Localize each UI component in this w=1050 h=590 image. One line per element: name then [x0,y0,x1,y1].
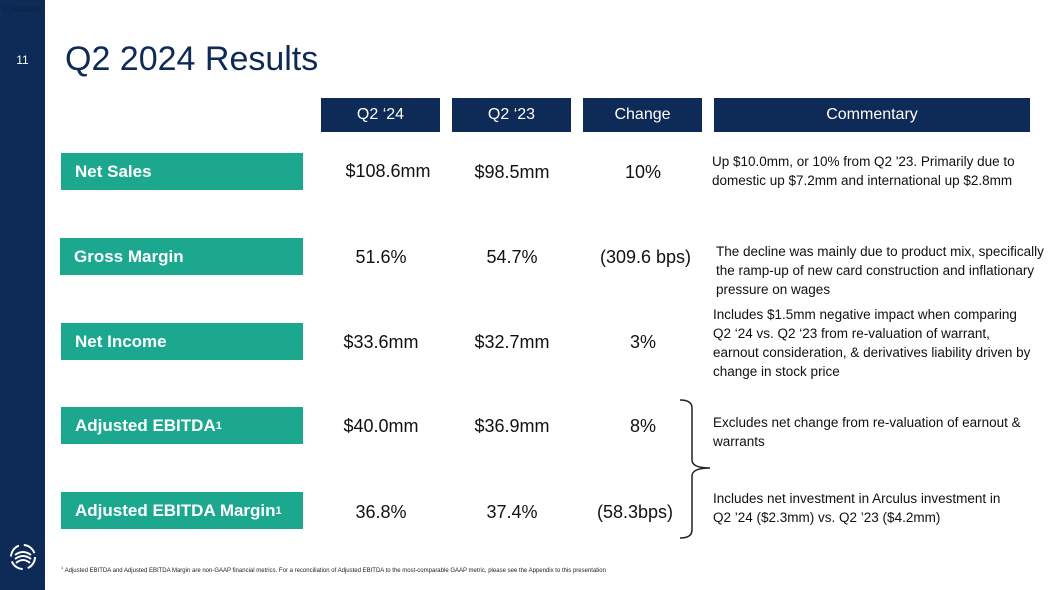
adj-ebitda-q2-23: $36.9mm [474,416,550,436]
sidebar: 0.5474336 11 [0,0,45,590]
footnote: 1 Adjusted EBITDA and Adjusted EBITDA Ma… [61,565,606,574]
page-title: Q2 2024 Results [65,40,319,78]
gross-margin-change: (309.6 bps) [599,247,692,267]
gross-margin-q2-24: 51.6% [355,247,407,267]
row-label-adjusted-ebitda-margin: Adjusted EBITDA Margin 1 [61,492,303,529]
corner-code: 0.5474336 [3,5,41,14]
gross-margin-q2-23: 54.7% [486,247,538,267]
page-number: 11 [16,53,29,67]
label-text: Adjusted EBITDA [75,415,216,435]
net-income-change: 3% [629,332,656,352]
header-q2-24: Q2 ‘24 [321,98,440,132]
row-label-gross-margin: Gross Margin [60,238,303,275]
header-commentary: Commentary [714,98,1030,132]
adj-ebitda-margin-q2-23: 37.4% [486,502,538,522]
footnote-marker: 1 [275,504,282,517]
adj-ebitda-commentary: Excludes net change from re-valuation of… [713,415,1021,449]
label-text: Adjusted EBITDA Margin [75,500,276,520]
net-sales-q2-23: $98.5mm [474,162,550,182]
row-label-adjusted-ebitda: Adjusted EBITDA 1 [61,407,303,444]
footnote-marker: 1 [215,419,222,432]
adj-ebitda-change: 8% [629,416,656,436]
label-text: Net Income [75,331,167,351]
label-text: Gross Margin [74,246,184,266]
gross-margin-commentary: The decline was mainly due to product mi… [716,244,1044,297]
curly-brace-icon [679,399,711,539]
company-logo-icon [10,544,36,570]
footnote-text: Adjusted EBITDA and Adjusted EBITDA Marg… [64,568,606,574]
header-change: Change [583,98,702,132]
net-income-commentary: Includes $1.5mm negative impact when com… [713,307,1031,379]
net-sales-change: 10% [624,162,662,182]
adj-ebitda-q2-24: $40.0mm [343,416,419,436]
net-income-q2-23: $32.7mm [474,332,550,352]
row-label-net-sales: Net Sales [61,153,303,190]
label-text: Net Sales [75,161,152,181]
header-q2-23: Q2 ‘23 [452,98,571,132]
adj-ebitda-margin-q2-24: 36.8% [355,502,407,522]
adj-ebitda-margin-commentary: Includes net investment in Arculus inves… [713,491,1001,525]
net-sales-q2-24: $108.6mm [345,161,431,181]
row-label-net-income: Net Income [61,323,303,360]
net-sales-commentary: Up $10.0mm, or 10% from Q2 '23. Primaril… [712,154,1015,188]
net-income-q2-24: $33.6mm [343,332,419,352]
footnote-marker: 1 [61,565,64,570]
adj-ebitda-margin-change: (58.3bps) [596,502,674,522]
